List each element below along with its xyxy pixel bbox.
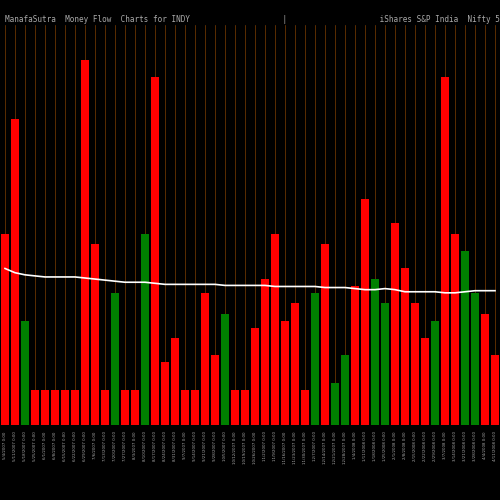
Bar (401, 268, 409, 425)
Bar (411, 304, 419, 425)
Bar (31, 390, 39, 425)
Bar (111, 293, 119, 425)
Bar (201, 293, 209, 425)
Text: ManafaSutra  Money Flow  Charts for INDY                    |                   : ManafaSutra Money Flow Charts for INDY | (5, 15, 500, 24)
Bar (221, 314, 229, 425)
Bar (391, 224, 399, 425)
Bar (151, 77, 159, 425)
Bar (461, 251, 469, 425)
Bar (41, 390, 49, 425)
Bar (231, 390, 239, 425)
Bar (52, 390, 59, 425)
Bar (301, 390, 309, 425)
Bar (61, 390, 69, 425)
Bar (171, 338, 179, 425)
Bar (21, 320, 29, 425)
Bar (481, 314, 489, 425)
Bar (321, 244, 329, 425)
Bar (341, 356, 349, 425)
Bar (211, 356, 219, 425)
Bar (72, 390, 79, 425)
Bar (281, 320, 289, 425)
Bar (131, 390, 139, 425)
Bar (252, 328, 259, 425)
Bar (291, 304, 299, 425)
Bar (442, 77, 449, 425)
Bar (451, 234, 459, 425)
Bar (421, 338, 429, 425)
Bar (1, 234, 9, 425)
Bar (101, 390, 109, 425)
Bar (491, 356, 499, 425)
Bar (361, 199, 369, 425)
Bar (181, 390, 189, 425)
Bar (271, 234, 279, 425)
Bar (81, 60, 89, 425)
Bar (191, 390, 199, 425)
Bar (431, 320, 439, 425)
Bar (11, 119, 19, 425)
Bar (261, 279, 269, 425)
Bar (121, 390, 129, 425)
Bar (241, 390, 249, 425)
Bar (382, 304, 389, 425)
Bar (311, 293, 319, 425)
Bar (331, 384, 339, 425)
Bar (161, 362, 169, 425)
Bar (91, 244, 99, 425)
Bar (471, 293, 479, 425)
Bar (371, 279, 379, 425)
Bar (142, 234, 149, 425)
Bar (351, 286, 359, 425)
